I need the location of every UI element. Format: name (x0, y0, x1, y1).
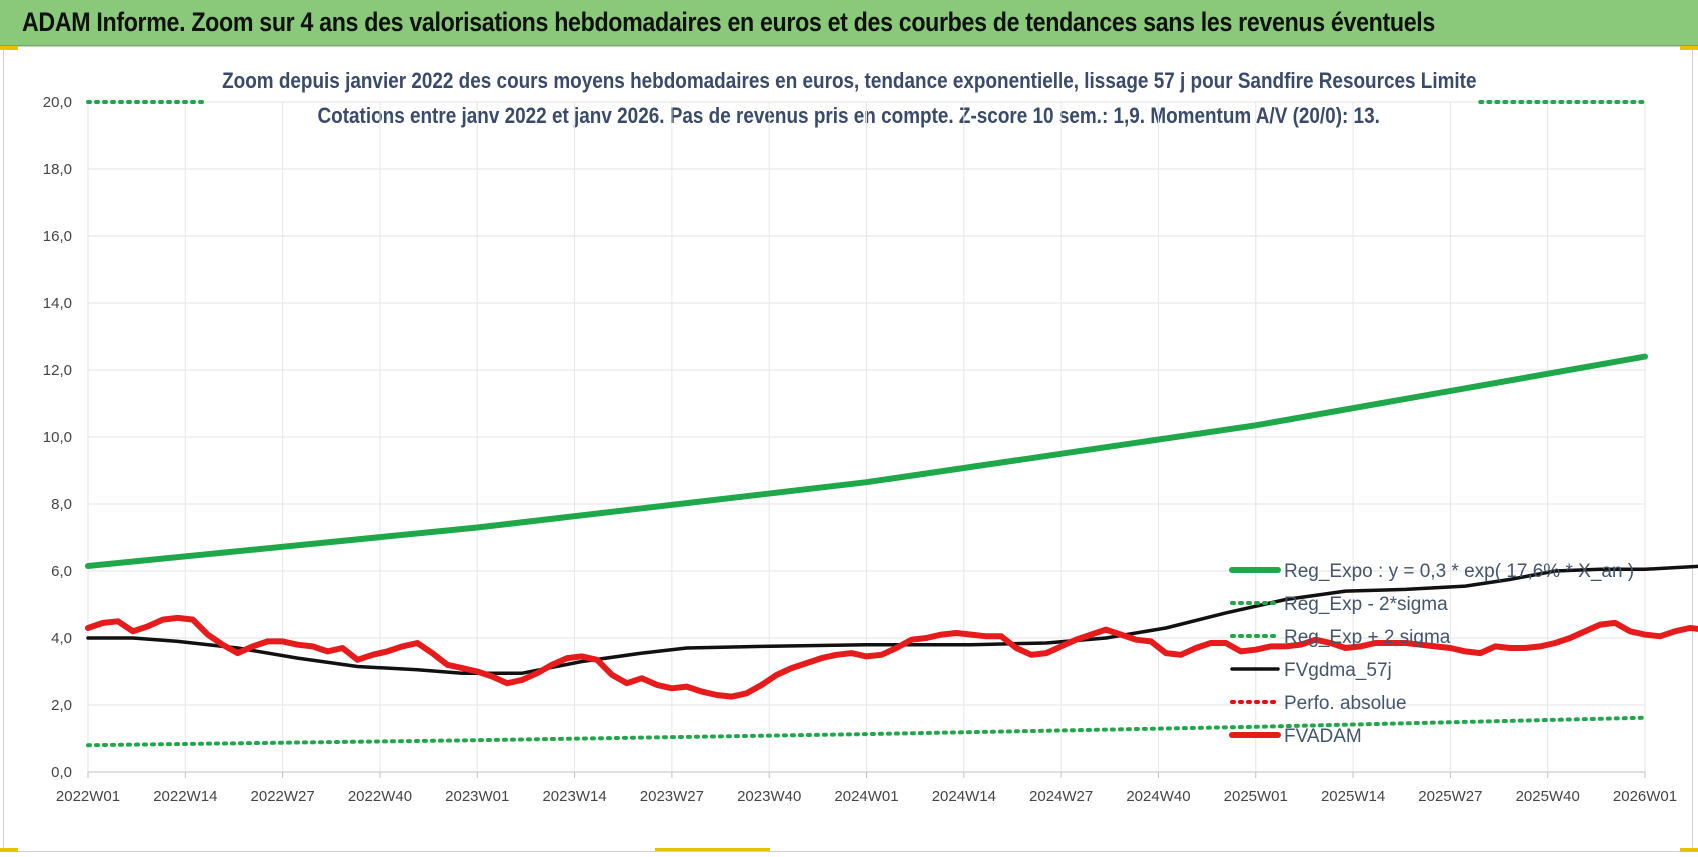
y-tick-label: 10,0 (43, 429, 72, 446)
legend-label: FVADAM (1284, 726, 1362, 747)
chart-title: Zoom depuis janvier 2022 des cours moyen… (221, 68, 1477, 93)
y-tick-label: 4,0 (51, 630, 72, 647)
chart-frame (3, 46, 1693, 852)
x-tick-label: 2026W01 (1613, 788, 1677, 805)
x-tick-label: 2022W14 (153, 788, 217, 805)
x-tick-label: 2023W27 (640, 788, 704, 805)
y-tick-label: 0,0 (51, 764, 72, 781)
legend-label: Reg_Expo : y = 0,3 * exp( 17,6% * X_an ) (1284, 561, 1634, 582)
x-tick-label: 2024W14 (932, 788, 996, 805)
x-tick-label: 2023W14 (542, 788, 606, 805)
frame-corner-marker (1680, 848, 1698, 852)
series-line (85, 353, 1648, 569)
legend-label: FVgdma_57j (1284, 660, 1392, 681)
y-tick-label: 18,0 (43, 161, 72, 178)
x-tick-label: 2024W27 (1029, 788, 1093, 805)
series-line (85, 614, 1698, 700)
x-tick-label: 2025W01 (1224, 788, 1288, 805)
y-tick-label: 12,0 (43, 362, 72, 379)
y-tick-label: 6,0 (51, 563, 72, 580)
legend-label: Perfo. absolue (1284, 693, 1407, 714)
legend-label: Reg_Exp - 2*sigma (1284, 594, 1448, 615)
x-tick-label: 2022W40 (348, 788, 412, 805)
x-tick-label: 2022W01 (56, 788, 120, 805)
x-tick-label: 2024W40 (1126, 788, 1190, 805)
x-tick-label: 2023W01 (445, 788, 509, 805)
y-tick-label: 8,0 (51, 496, 72, 513)
x-tick-label: 2025W27 (1418, 788, 1482, 805)
frame-corner-marker (0, 848, 18, 852)
y-tick-label: 16,0 (43, 228, 72, 245)
frame-bottom-marker (655, 848, 770, 851)
x-tick-label: 2023W40 (737, 788, 801, 805)
frame-corner-marker (1680, 46, 1698, 50)
x-tick-label: 2025W40 (1516, 788, 1580, 805)
y-tick-label: 2,0 (51, 697, 72, 714)
banner-title: ADAM Informe. Zoom sur 4 ans des valoris… (22, 7, 1435, 37)
frame-corner-marker (0, 46, 18, 50)
x-tick-label: 2024W01 (834, 788, 898, 805)
legend-label: Reg_Exp + 2 sigma (1284, 627, 1451, 648)
series-line (86, 715, 1647, 748)
title-banner: ADAM Informe. Zoom sur 4 ans des valoris… (0, 0, 1698, 46)
y-tick-label: 14,0 (43, 295, 72, 312)
series-line (86, 564, 1698, 675)
chart-subtitle: Cotations entre janv 2022 et janv 2026. … (317, 103, 1381, 128)
x-tick-label: 2022W27 (251, 788, 315, 805)
y-tick-label: 20,0 (43, 94, 72, 111)
x-tick-label: 2025W14 (1321, 788, 1385, 805)
